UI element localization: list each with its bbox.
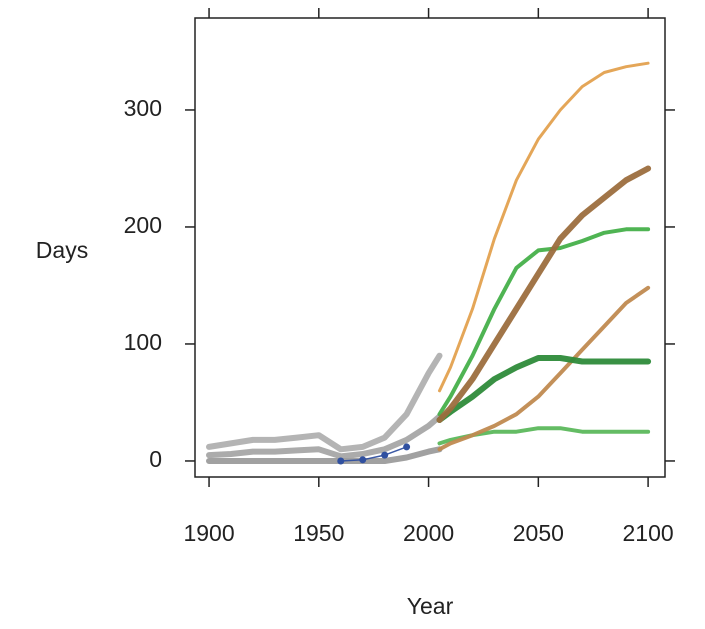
series-point [337, 457, 345, 465]
series-point [403, 443, 411, 451]
series-line [340, 446, 408, 462]
series-line [436, 355, 652, 423]
series-line [206, 352, 443, 453]
y-tick-label: 100 [124, 329, 162, 355]
x-tick-label: 1900 [183, 520, 234, 546]
x-axis-label: Year [407, 593, 454, 619]
plot-frame [194, 17, 666, 478]
series-line [206, 446, 443, 464]
x-tick-label: 2100 [623, 520, 674, 546]
series-line [206, 413, 443, 460]
series-point [359, 456, 367, 464]
y-tick-label: 0 [149, 446, 162, 472]
y-tick-label: 200 [124, 212, 162, 238]
x-tick-label: 2050 [513, 520, 564, 546]
series-line [437, 285, 651, 452]
series-line [437, 227, 651, 417]
x-tick-label: 2000 [403, 520, 454, 546]
series-line [438, 61, 650, 393]
series-line [436, 165, 652, 423]
series-point [381, 451, 389, 459]
y-axis-label: Days [36, 237, 88, 263]
y-tick-label: 300 [124, 95, 162, 121]
x-tick-label: 1950 [293, 520, 344, 546]
